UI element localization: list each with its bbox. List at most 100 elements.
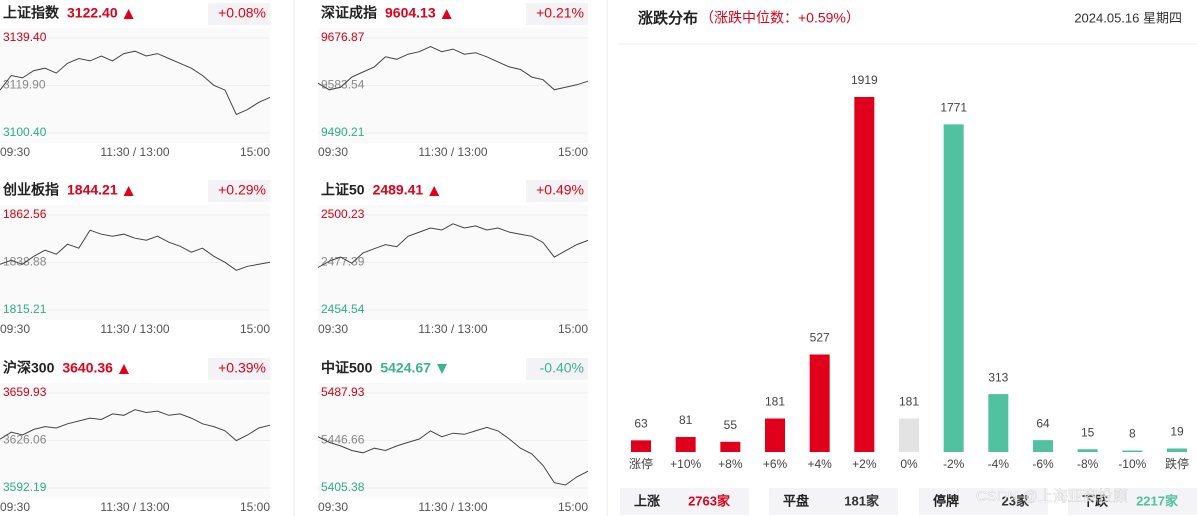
index-name: 上证50: [321, 182, 365, 198]
x-tick-label: 涨停: [629, 456, 653, 471]
x-tick-label: 跌停: [1165, 456, 1189, 471]
y-tick-label: 9676.87: [321, 30, 365, 44]
index-price: 9604.13: [385, 5, 436, 21]
bar: [1122, 450, 1143, 452]
y-tick-label: 1838.88: [3, 255, 47, 269]
y-tick-label: 2500.23: [321, 207, 365, 221]
bar-value-label: 1771: [940, 101, 967, 115]
x-tick-label: 09:30: [318, 322, 348, 336]
index-name: 上证指数: [3, 5, 60, 21]
bar-value-label: 81: [679, 413, 693, 427]
watermark: CSDN @上海亚商投顾: [976, 488, 1128, 505]
x-tick-label: 11:30 / 13:00: [100, 322, 169, 336]
x-tick-label: +8%: [718, 457, 743, 471]
bar: [899, 418, 919, 452]
stat-label: 上涨: [634, 493, 660, 508]
x-tick-label: 15:00: [558, 322, 588, 336]
x-tick-label: 11:30 / 13:00: [100, 145, 169, 159]
index-price: 3640.36: [62, 360, 113, 376]
change-box: [526, 180, 588, 202]
x-tick-label: 15:00: [240, 500, 270, 514]
x-tick-label: +6%: [763, 457, 788, 471]
y-tick-label: 1815.21: [3, 302, 47, 316]
price-line: [0, 229, 271, 271]
index-change: +0.08%: [218, 5, 266, 21]
x-tick-label: 11:30 / 13:00: [418, 322, 487, 336]
y-tick-label: 1862.56: [3, 207, 47, 221]
y-tick-label: 3119.90: [3, 78, 46, 92]
change-box: [208, 180, 270, 202]
x-tick-label: +2%: [852, 457, 877, 471]
index-name: 沪深300: [3, 360, 55, 376]
index-name: 创业板指: [2, 182, 59, 198]
index-name: 中证500: [321, 360, 373, 376]
stat-value: 181家: [844, 493, 880, 508]
x-tick-label: 09:30: [318, 500, 348, 514]
stat-label: 平盘: [783, 493, 809, 508]
x-tick-label: -4%: [988, 457, 1010, 471]
index-price: 2489.41: [373, 182, 424, 198]
y-tick-label: 2477.39: [321, 255, 365, 269]
x-tick-label: 09:30: [0, 500, 30, 514]
bar: [988, 394, 1009, 452]
bar-value-label: 19: [1170, 425, 1184, 439]
x-tick-label: 0%: [900, 457, 918, 471]
stat-box: [1068, 488, 1197, 515]
change-box: [526, 358, 588, 380]
index-change: +0.49%: [536, 182, 584, 198]
bar-value-label: 181: [765, 395, 785, 409]
stat-box: [769, 488, 898, 515]
price-line: [317, 223, 589, 268]
stat-value: 23家: [1002, 493, 1030, 508]
bar: [765, 418, 785, 452]
bar-value-label: 15: [1081, 425, 1095, 439]
index-change: +0.39%: [218, 360, 266, 376]
index-price: 3122.40: [67, 5, 118, 21]
y-tick-label: 3626.06: [3, 433, 47, 447]
bar-value-label: 55: [724, 418, 738, 432]
index-price: 5424.67: [380, 360, 431, 376]
chart-title: 涨跌分布: [638, 9, 698, 27]
bar: [631, 440, 651, 452]
y-tick-label: 3659.93: [3, 385, 47, 399]
index-change: +0.29%: [218, 182, 266, 198]
y-tick-label: 2454.54: [321, 302, 365, 316]
change-box: [208, 358, 270, 380]
x-tick-label: +10%: [670, 457, 701, 471]
stat-label: 下跌: [1082, 493, 1109, 508]
stat-box: [919, 488, 1048, 515]
trend-arrow: [436, 364, 447, 374]
price-line: [317, 46, 589, 91]
index-name: 深证成指: [321, 5, 377, 21]
x-tick-label: 15:00: [558, 145, 588, 159]
y-tick-label: 9490.21: [321, 125, 365, 139]
trend-arrow: [123, 9, 134, 19]
bar-value-label: 8: [1129, 427, 1136, 441]
stat-value: 2763家: [688, 493, 731, 508]
index-change: +0.21%: [536, 5, 584, 21]
trend-arrow: [118, 364, 129, 374]
trend-arrow: [429, 186, 440, 196]
price-line: [0, 409, 271, 442]
bar-value-label: 313: [988, 370, 1008, 384]
x-tick-label: +4%: [807, 457, 832, 471]
change-box: [208, 3, 270, 25]
bar: [1167, 448, 1187, 452]
x-tick-label: -2%: [943, 457, 965, 471]
bar: [809, 354, 830, 452]
chart-date: 2024.05.16 星期四: [1074, 10, 1182, 25]
x-tick-label: 11:30 / 13:00: [418, 500, 487, 514]
bar-value-label: 1919: [851, 73, 878, 87]
index-change: -0.40%: [540, 360, 584, 376]
bar: [1033, 440, 1053, 452]
trend-arrow: [123, 186, 134, 196]
x-tick-label: 15:00: [558, 500, 588, 514]
bar: [720, 441, 741, 452]
x-tick-label: -8%: [1077, 457, 1099, 471]
y-tick-label: 5405.38: [321, 480, 365, 494]
price-line: [0, 50, 271, 116]
x-tick-label: 09:30: [0, 145, 30, 159]
price-line: [317, 426, 589, 486]
bar-value-label: 64: [1036, 416, 1050, 430]
